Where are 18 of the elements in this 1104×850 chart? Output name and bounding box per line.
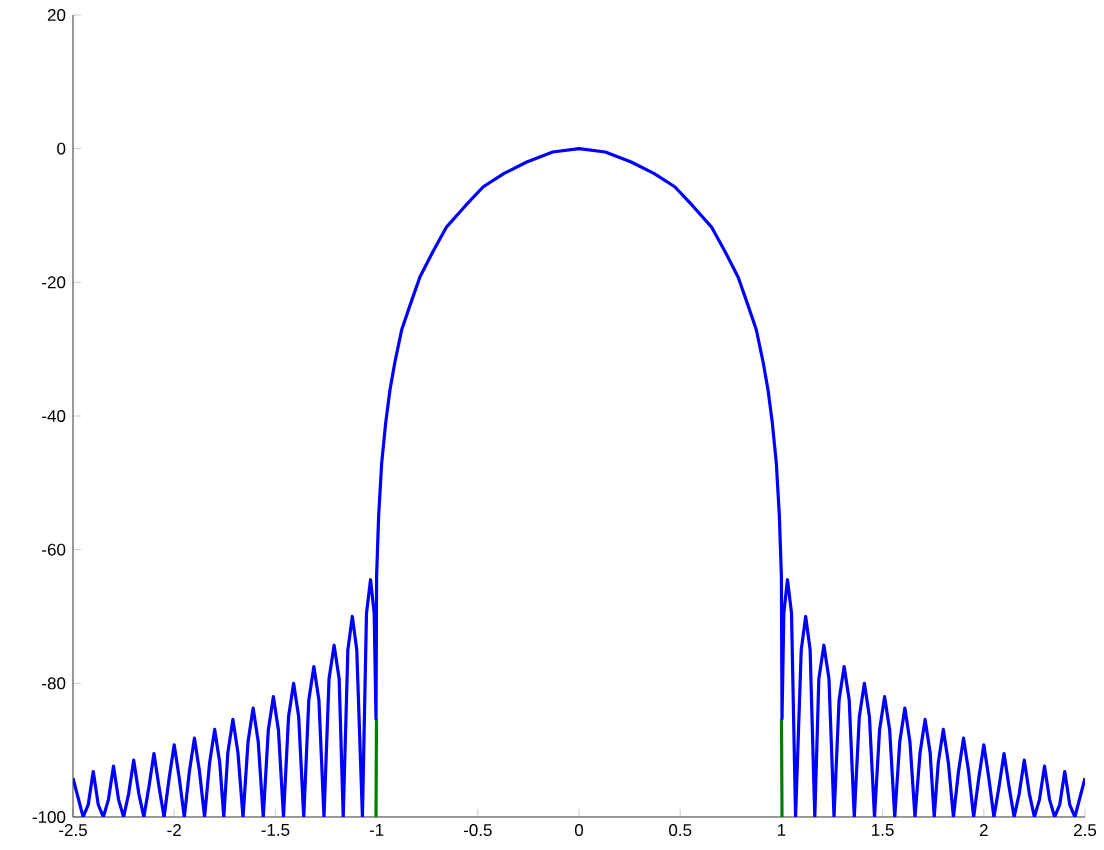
x-tick-label: -0.5 [463,824,492,837]
y-tick-label: -40 [42,409,66,422]
x-tick-label: -1 [369,824,384,836]
x-tick-label: 0 [574,824,584,837]
y-tick-label: 0 [57,142,66,155]
y-tick-label: -20 [42,276,66,289]
x-tick-label: -2.5 [59,824,87,837]
x-tick-label: 1 [777,824,786,836]
x-tick-label: 0.5 [669,824,692,837]
x-tick-label: -1.5 [261,824,290,836]
y-tick-label: -60 [42,543,66,556]
x-tick-label: 2 [979,824,988,836]
y-tick-label: 20 [47,8,66,21]
x-tick-label: 1.5 [872,824,894,836]
x-tick-label: 2.5 [1074,824,1097,837]
x-tick-label: -2 [167,824,181,836]
y-tick-label: -100 [32,810,66,823]
y-tick-label: -80 [42,677,66,690]
